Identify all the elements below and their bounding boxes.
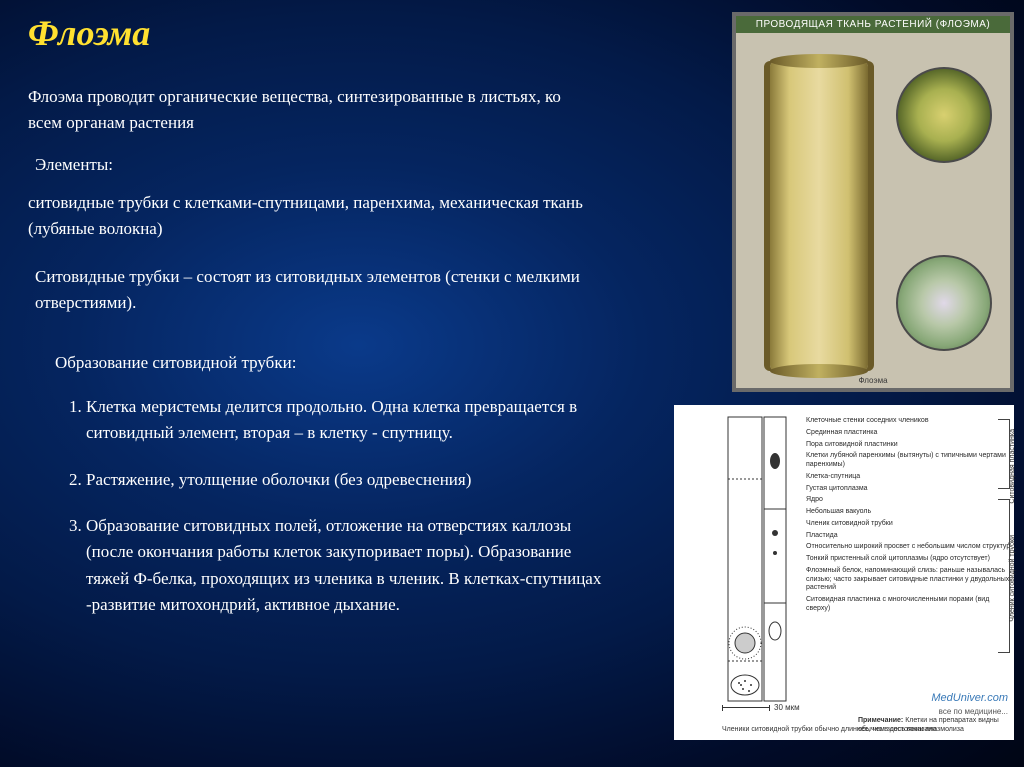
diagram-label: Клеточные стенки соседних члеников bbox=[806, 417, 1014, 426]
diagram-label: Клетки лубяной паренхимы (вытянуты) с ти… bbox=[806, 452, 1014, 470]
elements-label: Элементы: bbox=[35, 152, 113, 178]
sieve-tube-illustration bbox=[770, 61, 868, 371]
scale-bar: 30 мкм bbox=[722, 703, 800, 712]
diagram-label: Ядро bbox=[806, 496, 1014, 505]
chart-footer: Флоэма bbox=[736, 376, 1010, 385]
diagram-illustration bbox=[722, 413, 792, 705]
diagram-label: Тонкий пристенный слой цитоплазмы (ядро … bbox=[806, 555, 1014, 564]
diagram-label: Членик ситовидной трубки bbox=[806, 520, 1014, 529]
sieve-tube-diagram: Клеточные стенки соседних члеников Среди… bbox=[674, 405, 1014, 740]
diagram-label: Ситовидная пластинка с многочисленными п… bbox=[806, 596, 1014, 614]
diagram-label: Срединная пластинка bbox=[806, 429, 1014, 438]
diagram-label: Флоэмный белок, напоминающий слизь: рань… bbox=[806, 567, 1014, 593]
diagram-label: Густая цитоплазма bbox=[806, 485, 1014, 494]
bracket-label: Ситовидная пластинка bbox=[1009, 429, 1016, 504]
diagram-note: Примечание: Клетки на препаратах видны о… bbox=[858, 717, 1008, 734]
chart-header: ПРОВОДЯЩАЯ ТКАНЬ РАСТЕНИЙ (ФЛОЭМА) bbox=[736, 16, 1010, 33]
intro-text: Флоэма проводит органические вещества, с… bbox=[28, 84, 588, 135]
diagram-label: Пластида bbox=[806, 532, 1014, 541]
list-item: Образование ситовидных полей, отложение … bbox=[86, 513, 618, 618]
micrograph-icon bbox=[896, 67, 992, 163]
micrograph-icon bbox=[896, 255, 992, 351]
watermark-sub: все по медицине... bbox=[939, 707, 1008, 716]
formation-label: Образование ситовидной трубки: bbox=[55, 350, 296, 376]
diagram-label: Небольшая вакуоль bbox=[806, 508, 1014, 517]
page-title: Флоэма bbox=[28, 12, 150, 54]
chart-body: Флоэма bbox=[736, 33, 1010, 387]
bracket-label: Членик ситовидной трубки bbox=[1009, 535, 1016, 622]
phloem-chart: ПРОВОДЯЩАЯ ТКАНЬ РАСТЕНИЙ (ФЛОЭМА) Флоэм… bbox=[732, 12, 1014, 392]
elements-text: ситовидные трубки с клетками-спутницами,… bbox=[28, 190, 588, 241]
list-item: Клетка меристемы делится продольно. Одна… bbox=[86, 394, 618, 447]
diagram-label: Относительно широкий просвет с небольшим… bbox=[806, 543, 1014, 552]
diagram-labels: Клеточные стенки соседних члеников Среди… bbox=[806, 417, 1014, 617]
formation-list: Клетка меристемы делится продольно. Одна… bbox=[58, 394, 618, 638]
sieve-definition: Ситовидные трубки – состоят из ситовидны… bbox=[35, 264, 595, 315]
diagram-label: Пора ситовидной пластинки bbox=[806, 441, 1014, 450]
diagram-label: Клетка-спутница bbox=[806, 473, 1014, 482]
list-item: Растяжение, утолщение оболочки (без одре… bbox=[86, 467, 618, 493]
watermark: MedUniver.com bbox=[931, 692, 1008, 704]
